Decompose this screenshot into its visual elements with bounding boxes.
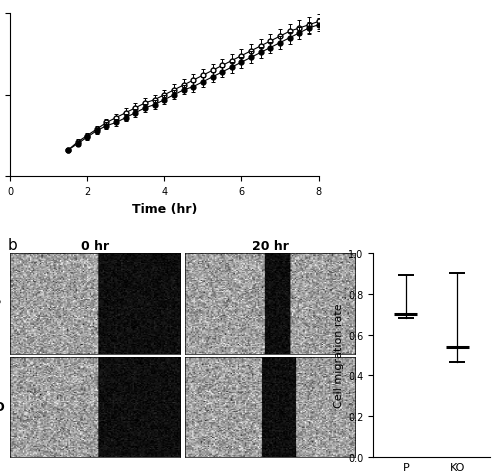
- Text: b: b: [8, 238, 17, 253]
- Y-axis label: KO: KO: [0, 400, 6, 413]
- Y-axis label: Cell migration rate: Cell migration rate: [334, 303, 344, 407]
- Title: 20 hr: 20 hr: [252, 239, 288, 253]
- X-axis label: Time (hr): Time (hr): [132, 202, 197, 215]
- Title: 0 hr: 0 hr: [81, 239, 109, 253]
